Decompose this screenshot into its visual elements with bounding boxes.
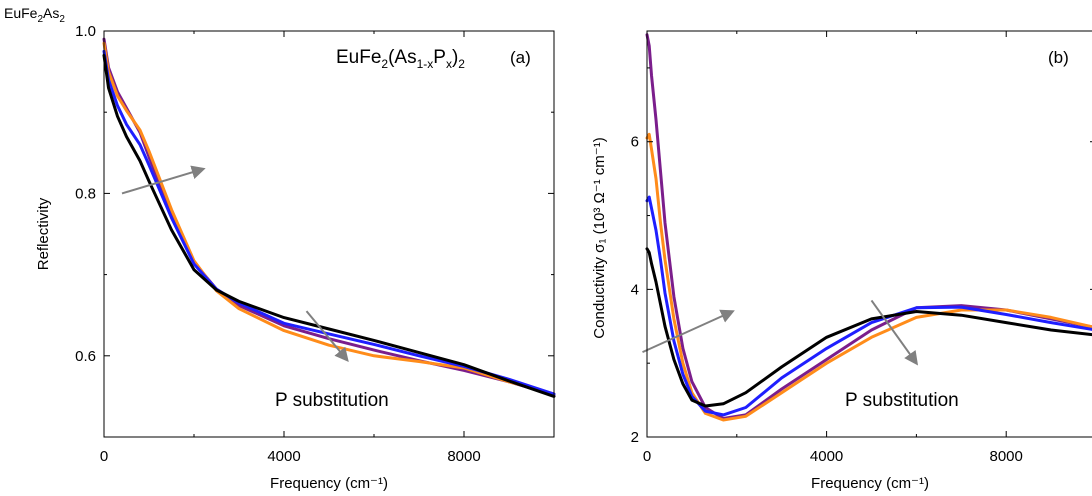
panel-a-y-tick-label: 1.0 [75,23,96,40]
panel-b-series-line-3 [645,247,1092,408]
panel-b-conductivity: 0 4000 8000 2 4 6 (b) P substitution Frequenc… [591,30,1092,492]
panel-b-series-line-2 [645,195,1092,417]
panel-a-annotation: P substitution [275,390,389,411]
corner-label: EuFe2As2 [4,5,65,25]
panel-b-y-axis-label: Conductivity σ₁ (10³ Ω⁻¹ cm⁻¹) [591,137,608,338]
panel-b-arrow-0 [642,309,735,354]
panel-b-series-line-1 [645,132,1092,422]
panel-a-letter: (a) [510,48,531,67]
panel-a-series-group [102,37,556,398]
panel-a-y-tick-label: 0.8 [75,185,96,202]
panel-a-x-tick-label: 8000 [447,448,480,465]
panel-a-arrow-1 [305,310,349,363]
panel-b-x-tick-label: 8000 [990,448,1023,465]
panel-b-series-group [645,33,1092,422]
panel-a-y-axis-label: Reflectivity [35,197,52,270]
panel-b-ticks-group: 0 4000 8000 2 4 6 [631,31,1092,465]
panel-b-arrows-group [642,299,919,366]
panel-b-x-tick-label: 4000 [810,448,843,465]
panel-b-annotation: P substitution [845,390,959,411]
panel-b-arrow-1 [870,299,919,366]
panel-b-y-tick-label: 4 [631,281,639,298]
panel-a-title: EuFe2(As1-xPx)2 [336,47,465,71]
panel-b-x-axis-label: Frequency (cm⁻¹) [811,475,929,492]
panel-a-y-tick-label: 0.6 [75,348,96,365]
panel-b-series-line-0 [645,33,1092,420]
panel-a-series-line-2 [102,49,556,396]
panel-b-frame [646,30,1092,438]
panel-a-ticks-group: 0 4000 8000 0.6 0.8 1.0 [75,23,554,465]
panel-a-frame [103,30,555,438]
panel-b-letter: (b) [1048,48,1069,67]
panel-a-x-tick-label: 4000 [267,448,300,465]
panel-a-arrow-0 [121,165,206,195]
panel-b-x-tick-label: 0 [643,448,651,465]
panel-a-arrows-group [121,165,349,363]
panel-a-series-line-3 [102,53,556,398]
panel-a-reflectivity: 0 4000 8000 0.6 0.8 1.0 EuFe2(As1-xPx)2 (a) P… [35,23,556,492]
panel-b-y-tick-label: 6 [631,134,639,151]
panel-a-x-axis-label: Frequency (cm⁻¹) [270,475,388,492]
panel-a-x-tick-label: 0 [100,448,108,465]
panel-b-y-tick-label: 2 [631,429,639,446]
